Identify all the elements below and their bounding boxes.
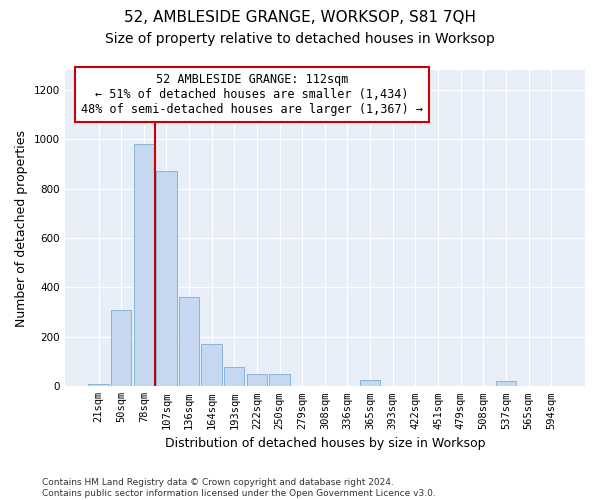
Y-axis label: Number of detached properties: Number of detached properties (15, 130, 28, 326)
Bar (247, 374, 267, 386)
Bar (179, 298, 199, 386)
Bar (269, 374, 290, 386)
Bar (134, 144, 154, 386)
Text: 52, AMBLESIDE GRANGE, WORKSOP, S81 7QH: 52, AMBLESIDE GRANGE, WORKSOP, S81 7QH (124, 10, 476, 25)
Bar (111, 310, 131, 386)
Bar (156, 172, 176, 386)
Bar (360, 380, 380, 386)
X-axis label: Distribution of detached houses by size in Worksop: Distribution of detached houses by size … (164, 437, 485, 450)
Bar (202, 344, 222, 387)
Text: Contains HM Land Registry data © Crown copyright and database right 2024.
Contai: Contains HM Land Registry data © Crown c… (42, 478, 436, 498)
Bar (496, 382, 516, 386)
Bar (88, 384, 109, 386)
Text: 52 AMBLESIDE GRANGE: 112sqm
← 51% of detached houses are smaller (1,434)
48% of : 52 AMBLESIDE GRANGE: 112sqm ← 51% of det… (81, 73, 423, 116)
Bar (224, 366, 244, 386)
Text: Size of property relative to detached houses in Worksop: Size of property relative to detached ho… (105, 32, 495, 46)
